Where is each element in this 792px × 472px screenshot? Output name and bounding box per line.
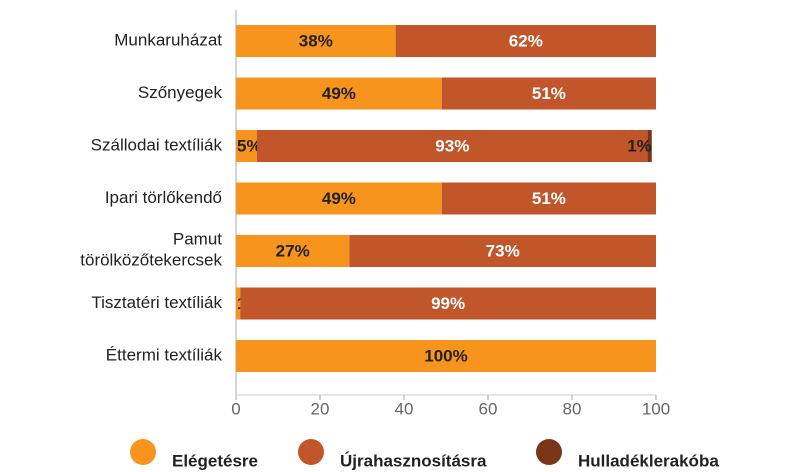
data-label: 49%: [322, 84, 356, 103]
bar-segment: [236, 235, 350, 267]
y-tick-label: Szállodai textíliák: [91, 135, 223, 154]
x-tick-label: 60: [479, 399, 498, 418]
bar-segment: [441, 182, 656, 215]
y-tick-label: Pamut törölközőtekercsek: [80, 230, 222, 270]
bar-segment: [236, 25, 396, 57]
x-tick-label: 100: [642, 399, 670, 418]
data-label: 38%: [299, 31, 333, 50]
x-tick-label: 20: [311, 399, 330, 418]
y-tick-label-line: Pamut: [173, 230, 222, 249]
y-tick-label: Szőnyegek: [138, 83, 223, 102]
data-label: 99%: [431, 294, 465, 313]
legend-label: Újrahasznosításra: [340, 451, 487, 470]
bar-segment: [236, 287, 241, 320]
x-tick-label: 80: [563, 399, 582, 418]
data-label: 51%: [532, 189, 566, 208]
data-label: 27%: [276, 241, 310, 260]
data-label: 62%: [509, 31, 543, 50]
bar-segment: [236, 130, 257, 162]
bar-segment: [395, 25, 656, 57]
bar-segment: [236, 77, 442, 110]
y-tick-label-line: törölközőtekercsek: [80, 251, 222, 270]
bar-segment: [236, 182, 442, 215]
data-label: 1%: [627, 136, 652, 155]
legend-label: Elégetésre: [172, 451, 258, 470]
bar-segment: [349, 235, 656, 267]
y-tick-label: Munkaruházat: [114, 30, 222, 49]
legend-swatch: [536, 439, 562, 465]
bar-segment: [647, 130, 652, 162]
data-label: 73%: [486, 241, 520, 260]
bar-segment: [441, 77, 656, 110]
data-label: 49%: [322, 189, 356, 208]
data-label: 5%: [237, 136, 262, 155]
bar-segment: [257, 130, 648, 162]
y-tick-label: Éttermi textíliák: [106, 345, 223, 364]
legend-swatch: [298, 439, 324, 465]
x-tick-label: 40: [395, 399, 414, 418]
bar-segment: [240, 287, 656, 320]
data-label: 93%: [435, 136, 469, 155]
data-label: 100%: [424, 346, 467, 365]
x-tick-label: 0: [231, 399, 240, 418]
y-tick-label: Ipari törlőkendő: [105, 188, 222, 207]
legend-label: Hulladéklerakóba: [578, 451, 719, 470]
legend-swatch: [130, 439, 156, 465]
bar-segment: [236, 340, 656, 372]
data-label: 51%: [532, 84, 566, 103]
y-tick-label: Tisztatéri textíliák: [91, 293, 222, 312]
